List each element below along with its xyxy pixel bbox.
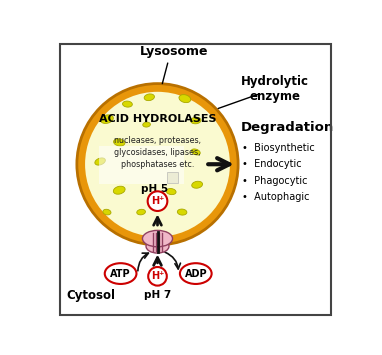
Ellipse shape bbox=[137, 209, 146, 215]
Text: •  Autophagic: • Autophagic bbox=[242, 192, 310, 202]
FancyBboxPatch shape bbox=[167, 172, 178, 182]
Text: pH 7: pH 7 bbox=[144, 290, 171, 300]
Ellipse shape bbox=[192, 181, 202, 188]
Text: pH 5: pH 5 bbox=[141, 184, 168, 194]
Ellipse shape bbox=[113, 186, 125, 194]
Text: H⁺: H⁺ bbox=[151, 196, 164, 206]
Ellipse shape bbox=[123, 101, 132, 107]
Ellipse shape bbox=[166, 189, 176, 195]
Ellipse shape bbox=[179, 95, 191, 103]
Ellipse shape bbox=[95, 158, 105, 165]
FancyBboxPatch shape bbox=[99, 146, 184, 184]
Ellipse shape bbox=[113, 139, 125, 146]
Text: Cytosol: Cytosol bbox=[66, 289, 115, 302]
Circle shape bbox=[77, 84, 238, 245]
Ellipse shape bbox=[180, 263, 212, 284]
Text: •  Phagocytic: • Phagocytic bbox=[242, 176, 308, 186]
Ellipse shape bbox=[191, 149, 200, 155]
Text: Lysosome: Lysosome bbox=[140, 45, 208, 58]
Circle shape bbox=[85, 92, 230, 237]
Circle shape bbox=[148, 267, 167, 286]
Text: ATP: ATP bbox=[110, 269, 131, 279]
Ellipse shape bbox=[103, 209, 111, 215]
Ellipse shape bbox=[100, 115, 113, 124]
Text: nucleases, proteases,
glycosidases, lipases,
phosphatases etc.: nucleases, proteases, glycosidases, lipa… bbox=[114, 136, 201, 169]
Ellipse shape bbox=[143, 122, 151, 127]
Ellipse shape bbox=[142, 230, 173, 247]
Ellipse shape bbox=[105, 263, 136, 284]
Text: Degradation: Degradation bbox=[241, 121, 334, 134]
Text: •  Endocytic: • Endocytic bbox=[242, 159, 302, 169]
Circle shape bbox=[148, 191, 167, 211]
Text: ADP: ADP bbox=[185, 269, 207, 279]
Ellipse shape bbox=[191, 117, 201, 124]
Ellipse shape bbox=[177, 209, 187, 215]
Text: Hydrolytic
enzyme: Hydrolytic enzyme bbox=[241, 75, 309, 103]
Text: •  Biosynthetic: • Biosynthetic bbox=[242, 143, 315, 153]
Ellipse shape bbox=[144, 94, 154, 100]
Text: ACID HYDROLASES: ACID HYDROLASES bbox=[99, 114, 216, 124]
Text: H⁺: H⁺ bbox=[151, 271, 164, 281]
Ellipse shape bbox=[146, 239, 169, 253]
